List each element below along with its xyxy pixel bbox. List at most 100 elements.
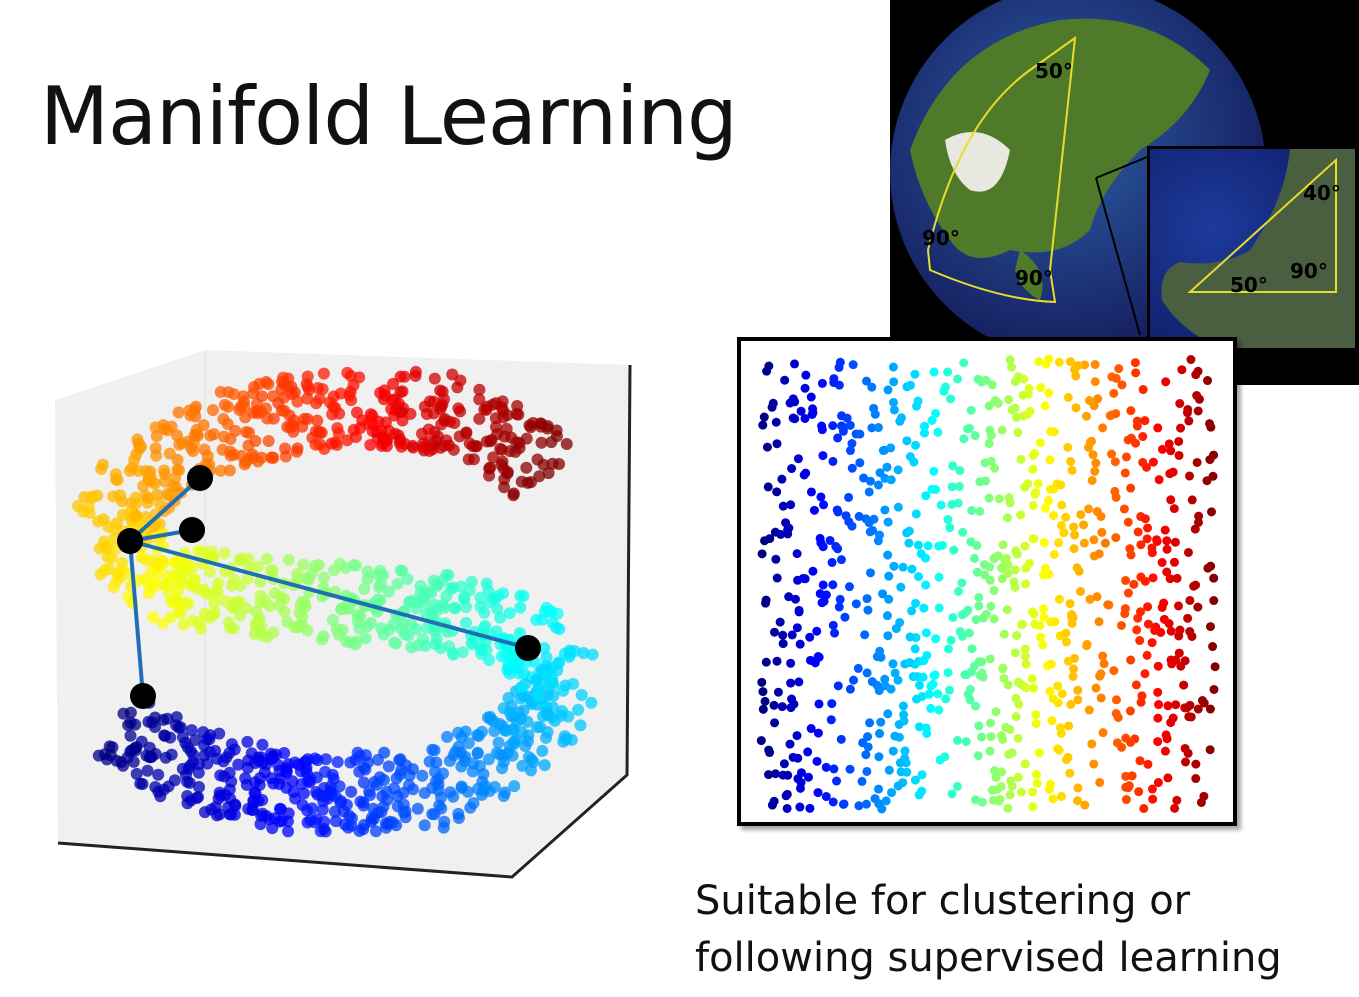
embedded-point <box>803 747 813 757</box>
embedded-point <box>1071 371 1081 381</box>
embedded-point <box>864 487 874 497</box>
roll-point <box>464 801 477 814</box>
embedded-point <box>1027 607 1037 617</box>
embedded-point <box>1111 373 1121 383</box>
embedded-point <box>963 605 973 615</box>
embedded-point <box>792 549 802 559</box>
embedded-point <box>1084 396 1094 406</box>
embedded-point <box>859 473 869 483</box>
embedded-point <box>905 632 915 642</box>
embedded-point <box>965 423 975 433</box>
embedded-point <box>865 476 875 486</box>
embedded-point <box>994 796 1004 806</box>
embedded-point <box>912 672 922 682</box>
embedded-point <box>883 385 893 395</box>
roll-point <box>235 552 248 565</box>
roll-point <box>228 808 241 821</box>
embedded-point <box>828 580 838 590</box>
roll-point <box>572 703 585 716</box>
embedded-point <box>1152 536 1162 546</box>
embedded-point <box>880 674 890 684</box>
embedded-point <box>943 367 953 377</box>
embedded-point <box>941 694 951 704</box>
roll-point <box>427 574 440 587</box>
roll-point <box>396 385 409 398</box>
embedded-point <box>1010 648 1020 658</box>
embedded-point <box>1205 622 1215 632</box>
embedded-point <box>1172 573 1182 583</box>
embedded-point <box>1172 795 1182 805</box>
roll-point <box>540 707 553 720</box>
embedded-point <box>881 796 891 806</box>
embedded-point <box>840 612 850 622</box>
embedded-point <box>905 380 915 390</box>
embedded-point <box>1139 803 1149 813</box>
embedded-point <box>986 732 996 742</box>
embedded-point <box>776 529 786 539</box>
embedded-point <box>770 718 780 728</box>
roll-point <box>259 594 272 607</box>
roll-point <box>348 558 361 571</box>
roll-point <box>512 658 525 671</box>
roll-point <box>434 384 447 397</box>
roll-point <box>343 809 356 822</box>
embedded-point <box>882 462 892 472</box>
embedded-point <box>1126 655 1136 665</box>
sample-point-marker <box>515 635 541 661</box>
embedded-point <box>916 549 926 559</box>
roll-point <box>130 767 143 780</box>
roll-point <box>516 759 529 772</box>
roll-point <box>184 794 197 807</box>
embedded-point <box>1001 722 1011 732</box>
roll-point <box>577 647 590 660</box>
embedded-point <box>817 378 827 388</box>
embedded-point <box>1020 759 1030 769</box>
embedded-point <box>987 380 997 390</box>
embedded-point <box>792 731 802 741</box>
embedded-point <box>895 758 905 768</box>
roll-point <box>494 442 507 455</box>
embedded-point <box>1192 391 1202 401</box>
unrolled-2d-plot <box>737 337 1237 826</box>
embedded-point <box>865 527 875 537</box>
roll-point <box>310 785 323 798</box>
embedded-point <box>965 695 975 705</box>
embedded-point <box>1111 709 1121 719</box>
roll-point <box>435 418 448 431</box>
roll-point <box>309 559 322 572</box>
embedded-point <box>1003 569 1013 579</box>
roll-point <box>238 458 251 471</box>
embedded-point <box>1153 661 1163 671</box>
embedded-point <box>1169 557 1179 567</box>
embedded-point <box>1036 383 1046 393</box>
roll-point <box>519 740 532 753</box>
embedded-point <box>1091 458 1101 468</box>
embedded-point <box>1029 683 1039 693</box>
inset-label-left: 50° <box>1230 273 1268 297</box>
embedded-point <box>1016 454 1026 464</box>
roll-point <box>262 434 275 447</box>
embedded-point <box>1110 486 1120 496</box>
embedded-point <box>1191 774 1201 784</box>
roll-point <box>326 613 339 626</box>
roll-point <box>487 451 500 464</box>
embedded-point <box>1180 757 1190 767</box>
embedded-point <box>977 668 987 678</box>
roll-point <box>157 713 170 726</box>
roll-point <box>325 437 338 450</box>
embedded-point <box>914 722 924 732</box>
roll-point <box>222 400 235 413</box>
roll-point <box>145 475 158 488</box>
embedded-point <box>818 580 828 590</box>
roll-point <box>111 474 124 487</box>
embedded-point <box>1073 685 1083 695</box>
roll-point <box>95 463 108 476</box>
globe-illustration: 50° 90° 90° 40° 50° 90° <box>890 0 1359 360</box>
roll-point <box>124 716 137 729</box>
roll-point <box>214 464 227 477</box>
roll-point <box>406 763 419 776</box>
roll-point <box>107 490 120 503</box>
embedded-point <box>1056 520 1066 530</box>
roll-point <box>535 417 548 430</box>
embedded-point <box>771 417 781 427</box>
